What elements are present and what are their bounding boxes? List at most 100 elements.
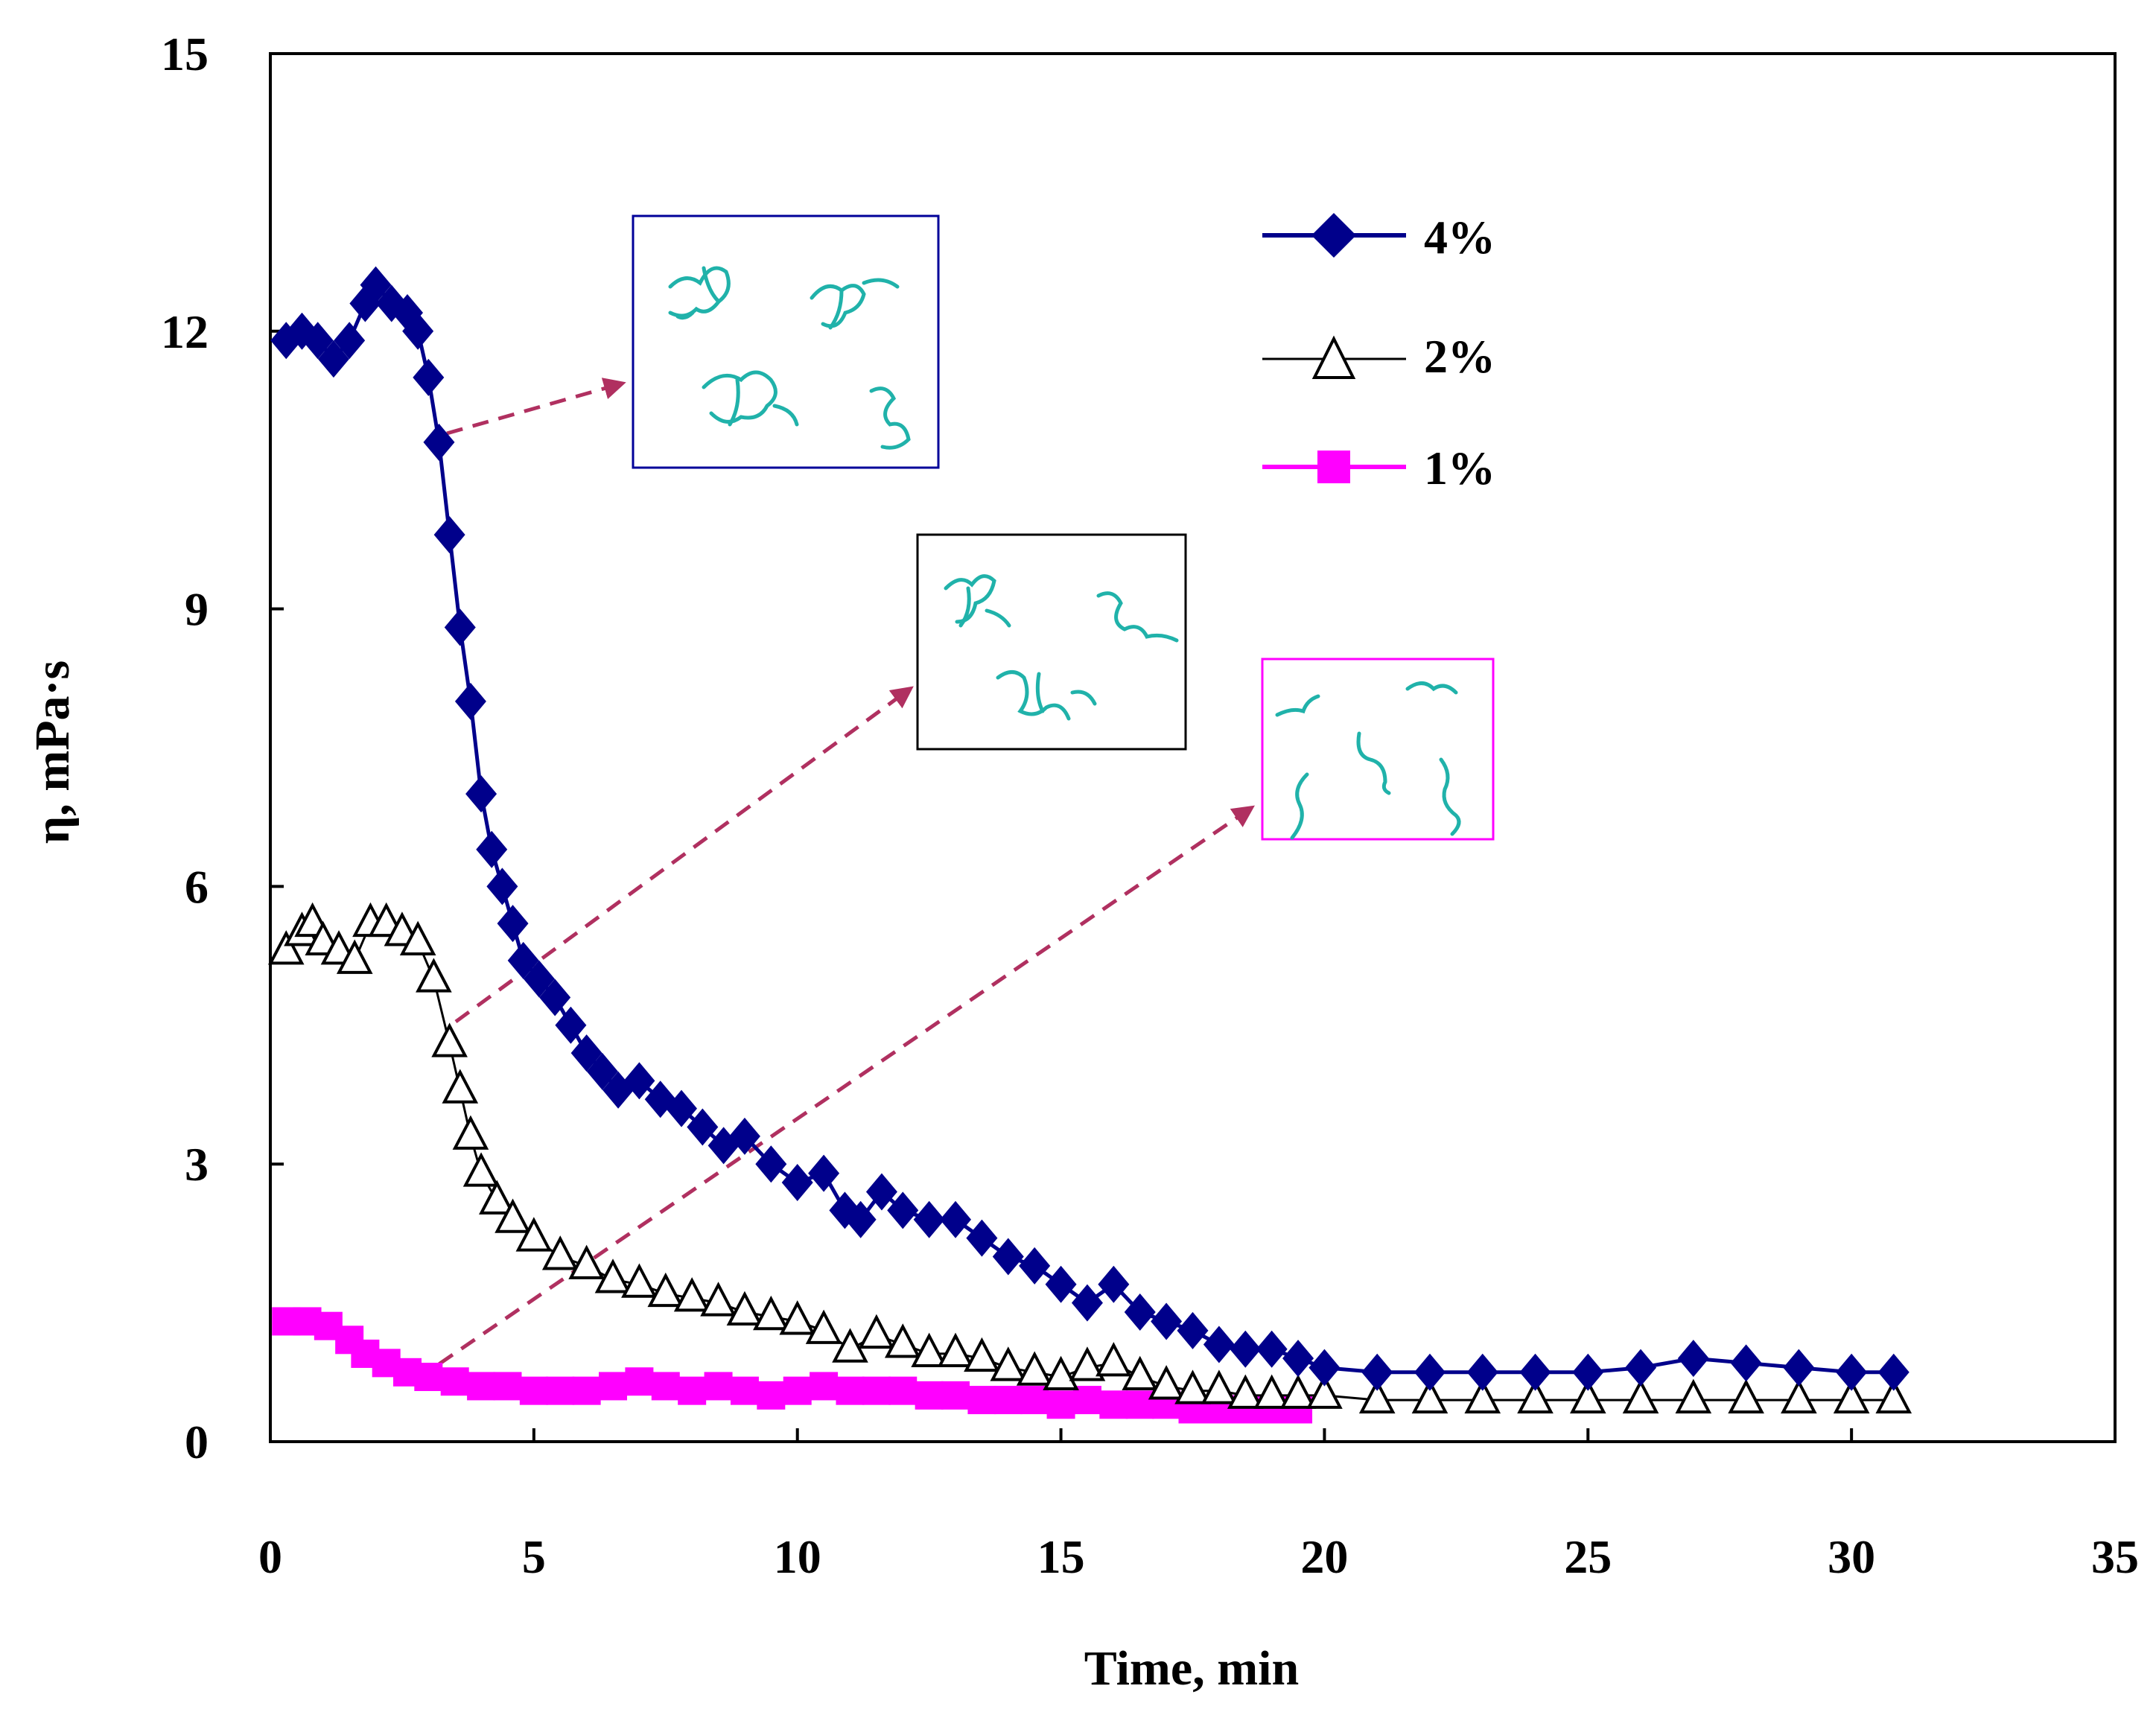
y-tick-label: 9 xyxy=(185,583,209,636)
data-point-2-percent xyxy=(621,1263,658,1298)
data-point-1-percent xyxy=(993,1386,1023,1415)
inset-1-percent xyxy=(1261,658,1495,841)
data-point-2-percent xyxy=(1069,1346,1106,1381)
data-point-2-percent xyxy=(911,1332,947,1367)
data-point-4-percent xyxy=(433,516,465,554)
data-point-4-percent xyxy=(539,978,571,1016)
data-point-1-percent xyxy=(440,1367,469,1396)
data-point-2-percent xyxy=(594,1258,632,1293)
data-point-2-percent xyxy=(267,930,305,965)
data-point-2-percent xyxy=(805,1309,842,1344)
data-point-2-percent xyxy=(1122,1355,1159,1391)
data-point-2-percent xyxy=(1279,1374,1317,1409)
arrow-1-percent xyxy=(416,805,1255,1381)
data-point-4-percent xyxy=(1361,1353,1393,1391)
x-tick-label: 35 xyxy=(2091,1530,2139,1583)
data-point-2-percent xyxy=(1306,1374,1343,1409)
data-point-1-percent xyxy=(862,1376,891,1405)
data-point-4-percent xyxy=(586,1052,618,1090)
data-point-4-percent xyxy=(1045,1265,1077,1303)
data-point-2-percent xyxy=(1622,1378,1659,1414)
data-point-2-percent xyxy=(884,1323,921,1358)
data-point-2-percent xyxy=(541,1235,579,1270)
legend-entry-1-percent: 1% xyxy=(1262,442,1495,494)
data-point-4-percent xyxy=(555,1006,587,1044)
x-tick-label: 20 xyxy=(1300,1530,1348,1583)
data-point-4-percent xyxy=(966,1219,998,1257)
data-point-4-percent xyxy=(413,358,445,396)
data-point-1-percent xyxy=(730,1376,759,1405)
data-point-2-percent xyxy=(1781,1378,1817,1414)
y-tick-label: 3 xyxy=(185,1138,209,1191)
data-point-4-percent xyxy=(1572,1353,1604,1391)
data-point-1-percent xyxy=(1125,1390,1154,1419)
data-point-2-percent xyxy=(832,1328,868,1363)
data-point-4-percent xyxy=(755,1145,787,1183)
data-point-4-percent xyxy=(476,830,508,868)
legend-entry-2-percent: 2% xyxy=(1262,330,1495,383)
data-point-2-percent xyxy=(1875,1378,1912,1414)
legend-entry-4-percent: 4% xyxy=(1262,211,1495,264)
x-tick-label: 25 xyxy=(1564,1530,1612,1583)
data-point-2-percent xyxy=(1043,1355,1079,1391)
data-point-2-percent xyxy=(1174,1369,1211,1404)
data-point-1-percent xyxy=(1046,1390,1075,1419)
x-tick-label: 15 xyxy=(1037,1530,1085,1583)
data-point-4-percent xyxy=(666,1089,698,1127)
data-point-1-percent xyxy=(467,1372,496,1401)
data-point-1-percent xyxy=(888,1376,918,1405)
data-point-2-percent xyxy=(495,1198,531,1233)
data-point-2-percent xyxy=(937,1332,974,1367)
data-point-4-percent xyxy=(1098,1265,1130,1303)
data-point-4-percent xyxy=(1414,1353,1446,1391)
data-point-2-percent xyxy=(753,1295,789,1331)
data-point-1-percent xyxy=(1072,1386,1101,1415)
data-point-4-percent xyxy=(913,1200,945,1238)
data-point-4-percent xyxy=(1877,1353,1909,1391)
x-axis-title: Time, min xyxy=(1084,1641,1299,1696)
data-point-4-percent xyxy=(1466,1353,1498,1391)
data-point-4-percent xyxy=(402,312,434,350)
data-point-2-percent xyxy=(1016,1351,1053,1386)
data-point-4-percent xyxy=(865,1173,897,1211)
inset-4-percent xyxy=(632,214,940,469)
data-point-2-percent xyxy=(1569,1378,1606,1414)
data-point-4-percent xyxy=(1071,1284,1103,1322)
data-point-2-percent xyxy=(1148,1365,1185,1400)
legend-label-1-percent: 1% xyxy=(1424,442,1495,494)
data-point-2-percent xyxy=(779,1300,816,1335)
data-point-2-percent xyxy=(1358,1378,1396,1414)
y-axis-ticks: 0 3 6 9 12 15 xyxy=(161,28,284,1468)
data-point-4-percent xyxy=(1730,1344,1762,1382)
y-tick-label: 15 xyxy=(161,28,209,80)
data-point-2-percent xyxy=(1227,1374,1264,1409)
data-point-4-percent xyxy=(1308,1349,1341,1387)
data-point-4-percent xyxy=(1124,1293,1156,1331)
data-point-2-percent xyxy=(515,1217,553,1252)
data-point-2-percent xyxy=(647,1272,684,1308)
data-point-2-percent xyxy=(990,1346,1027,1381)
data-point-4-percent xyxy=(687,1108,719,1146)
data-point-4-percent xyxy=(1282,1340,1314,1378)
y-tick-label: 6 xyxy=(185,860,209,913)
data-point-1-percent xyxy=(783,1376,812,1405)
data-point-4-percent xyxy=(1519,1353,1551,1391)
data-point-2-percent xyxy=(452,1115,489,1150)
plot-area xyxy=(269,52,2117,1443)
data-point-4-percent xyxy=(1019,1247,1051,1285)
data-point-1-percent xyxy=(519,1376,548,1405)
y-axis-title: η, mPa·s xyxy=(25,661,80,844)
x-tick-label: 10 xyxy=(774,1530,821,1583)
series-4-percent xyxy=(270,266,1909,1391)
data-point-2-percent xyxy=(1411,1378,1449,1414)
data-point-4-percent xyxy=(317,340,349,378)
data-point-2-percent xyxy=(1096,1342,1132,1377)
data-point-4-percent xyxy=(1256,1330,1288,1368)
data-point-2-percent xyxy=(1728,1378,1764,1414)
series-1-percent xyxy=(272,1307,1313,1424)
data-point-2-percent xyxy=(1253,1374,1290,1409)
data-point-4-percent xyxy=(302,322,334,360)
data-point-4-percent xyxy=(845,1200,877,1238)
data-point-4-percent xyxy=(1677,1340,1709,1378)
legend: 4% 2% 1% xyxy=(1262,211,1495,494)
